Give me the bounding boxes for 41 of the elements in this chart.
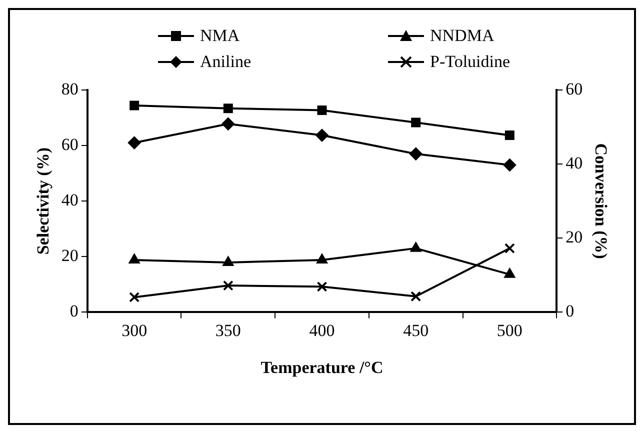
point: [222, 280, 234, 291]
y-tick-label: 40: [61, 190, 78, 210]
x-tick-label: 350: [215, 320, 241, 340]
point: [409, 147, 422, 160]
point: [317, 106, 327, 116]
y2-tick-label: 40: [566, 154, 583, 173]
y2-tick-label: 20: [566, 228, 583, 247]
point: [128, 253, 140, 264]
point: [222, 117, 235, 130]
y2-axis-title: Conversion (%): [591, 143, 610, 259]
x-axis-title: Temperature /°C: [260, 358, 384, 378]
point: [222, 256, 234, 266]
point: [130, 100, 140, 110]
point: [504, 243, 515, 254]
point: [503, 158, 516, 172]
y2-tick-label: 0: [566, 302, 574, 321]
x-tick-label: 450: [403, 320, 429, 340]
point: [504, 130, 514, 140]
legend-label: Aniline: [200, 52, 251, 72]
point: [411, 118, 421, 128]
point: [410, 291, 422, 302]
point: [504, 268, 516, 278]
x-tick-label: 500: [496, 320, 522, 340]
point: [410, 242, 422, 252]
point: [316, 281, 328, 292]
legend-label: NMA: [200, 26, 240, 46]
point: [129, 292, 140, 302]
y-tick-label: 80: [61, 79, 78, 98]
x-tick-label: 400: [309, 320, 335, 340]
y-tick-label: 60: [61, 135, 78, 154]
point: [316, 253, 328, 264]
x-tick-label: 300: [122, 320, 148, 340]
y-tick-label: 0: [70, 302, 78, 321]
point: [316, 128, 328, 142]
y2-tick-label: 60: [566, 79, 583, 98]
point: [128, 136, 141, 150]
legend-label: NNDMA: [430, 26, 494, 46]
legend-label: P-Toluidine: [430, 52, 510, 72]
point: [223, 104, 233, 114]
y-tick-label: 20: [61, 246, 78, 266]
y-axis-title: Selectivity (%): [34, 148, 53, 255]
